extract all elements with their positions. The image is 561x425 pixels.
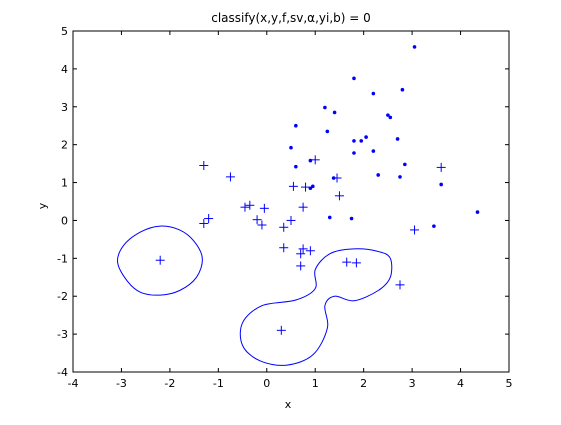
- y-tick-label: 3: [61, 101, 68, 114]
- dot-marker: [294, 124, 298, 128]
- dot-marker: [352, 77, 356, 81]
- dot-marker: [328, 216, 332, 220]
- y-tick-label: 2: [61, 139, 68, 152]
- y-tick-label: 1: [61, 177, 68, 190]
- dot-marker: [289, 146, 293, 150]
- y-tick-label: -1: [57, 252, 68, 265]
- y-tick-label: 0: [61, 214, 68, 227]
- dot-marker: [372, 149, 376, 153]
- dot-marker: [401, 88, 405, 92]
- dot-marker: [323, 106, 327, 110]
- dot-marker: [398, 175, 402, 179]
- y-tick-label: 4: [61, 63, 68, 76]
- dot-marker: [359, 139, 363, 143]
- dot-marker: [294, 165, 298, 169]
- plot-area: [73, 31, 509, 372]
- x-tick-label: 5: [506, 377, 513, 390]
- x-axis-label: x: [285, 398, 292, 411]
- x-tick-label: 2: [360, 377, 367, 390]
- dot-marker: [364, 135, 368, 139]
- dot-marker: [352, 139, 356, 143]
- dot-marker: [311, 185, 315, 189]
- dot-marker: [439, 183, 443, 187]
- dot-marker: [432, 224, 436, 228]
- x-tick-label: -2: [164, 377, 175, 390]
- dot-marker: [352, 151, 356, 155]
- dot-marker: [389, 116, 393, 120]
- dot-marker: [413, 45, 417, 49]
- dot-marker: [333, 111, 337, 115]
- dot-marker: [376, 173, 380, 177]
- y-tick-label: -2: [57, 290, 68, 303]
- x-tick-label: 1: [312, 377, 319, 390]
- dot-marker: [309, 159, 313, 163]
- dot-marker: [403, 163, 407, 167]
- dot-marker: [372, 92, 376, 96]
- x-tick-label: -3: [116, 377, 127, 390]
- y-tick-label: -3: [57, 328, 68, 341]
- x-tick-label: -4: [68, 377, 79, 390]
- x-tick-label: 3: [409, 377, 416, 390]
- chart-title: classify(x,y,f,sv,α,yi,b) = 0: [211, 11, 371, 25]
- dot-marker: [326, 130, 330, 134]
- y-axis-label: y: [36, 202, 49, 209]
- dot-marker: [396, 137, 400, 141]
- dot-marker: [350, 217, 354, 221]
- y-tick-label: -4: [57, 366, 68, 379]
- dot-marker: [476, 210, 480, 214]
- x-tick-label: 0: [263, 377, 270, 390]
- x-tick-label: 4: [457, 377, 464, 390]
- x-tick-label: -1: [213, 377, 224, 390]
- y-tick-label: 5: [61, 25, 68, 38]
